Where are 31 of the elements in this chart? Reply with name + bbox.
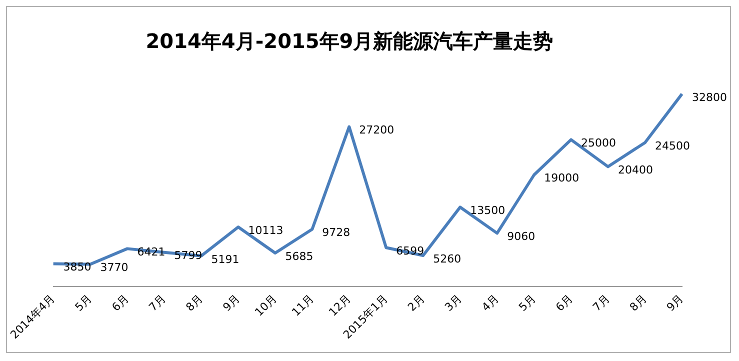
x-tick-label: 7月 — [146, 292, 168, 314]
data-label: 20400 — [618, 164, 654, 177]
data-label: 9060 — [507, 230, 536, 244]
data-label: 9728 — [322, 226, 350, 240]
x-tick-label: 5月 — [516, 292, 538, 314]
x-tick-label: 7月 — [590, 292, 612, 314]
data-label: 3770 — [100, 261, 128, 274]
x-tick-label: 6月 — [109, 292, 132, 314]
x-tick-label: 8月 — [183, 292, 206, 314]
x-tick-label: 4月 — [479, 292, 502, 314]
data-label: 27200 — [359, 124, 394, 137]
data-label: 32800 — [692, 90, 727, 104]
data-label: 25000 — [581, 136, 616, 150]
x-tick-label: 8月 — [627, 292, 650, 314]
x-tick-label: 10月 — [252, 292, 280, 319]
x-tick-label: 2月 — [405, 292, 428, 314]
data-label: 5685 — [285, 250, 314, 263]
data-label: 5191 — [211, 252, 240, 266]
x-tick-label: 3月 — [442, 292, 464, 314]
data-label: 10113 — [248, 224, 284, 237]
x-tick-label: 12月 — [326, 292, 354, 319]
x-tick-label: 6月 — [553, 292, 576, 314]
x-tick-label: 9月 — [220, 292, 242, 314]
data-label: 24500 — [655, 139, 690, 152]
x-tick-label: 5月 — [72, 292, 94, 314]
data-label: 13500 — [470, 204, 506, 218]
x-tick-label: 9月 — [664, 292, 686, 314]
chart-title: 2014年4月-2015年9月新能源汽车产量走势 — [146, 29, 554, 54]
data-label: 19000 — [544, 172, 580, 185]
data-label: 5260 — [433, 252, 462, 266]
x-tick-label: 11月 — [289, 292, 316, 319]
